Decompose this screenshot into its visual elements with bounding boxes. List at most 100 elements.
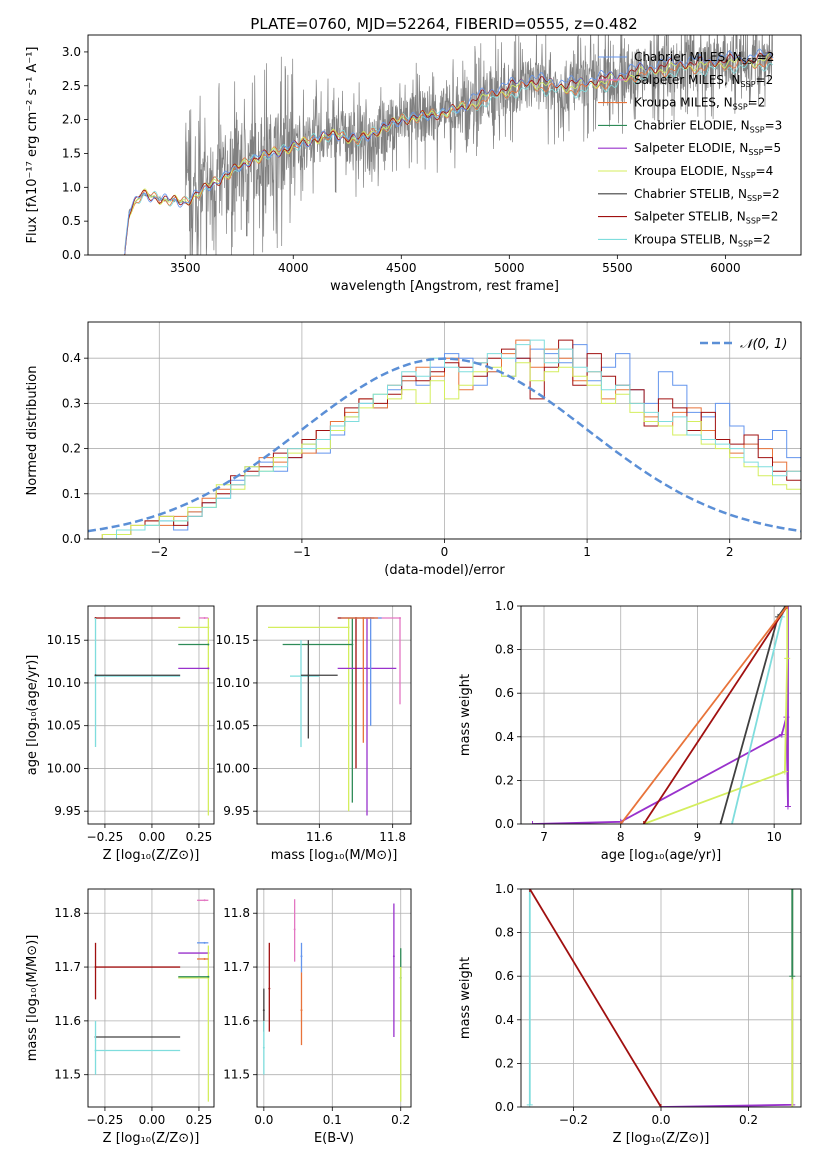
errorbar-point [262,1009,265,1012]
y-tick-label: 11.5 [54,1068,81,1082]
y-tick-label: 10.05 [47,719,81,733]
mass-weight-marker [529,821,536,824]
legend-label-main: Kroupa MILES, N [634,96,733,110]
mass-weight-marker [789,1104,796,1107]
y-tick-label: 0.0 [495,817,514,831]
y-tick-label: 10.10 [47,676,81,690]
histogram-step [88,362,801,539]
legend-label-main: Chabrier STELIB, N [634,187,747,201]
legend-label-sub: SSP [738,239,753,248]
legend-label-sub: SSP [746,217,761,226]
legend-label-main: Chabrier MILES, N [634,50,742,64]
plot-area [124,35,774,255]
mass-weight-marker [789,973,796,980]
y-tick-label: 10.00 [216,761,250,775]
plot-area [257,889,411,1107]
model-spectrum-salpeter_stelib [124,51,774,255]
x-tick-label: 0.2 [739,1113,758,1127]
errorbar-point [94,1049,97,1052]
mass-weight-line [642,606,788,824]
errorbar-point [347,626,350,629]
legend-label-sub: SSP [741,80,756,89]
y-tick-label: 0.2 [495,1056,514,1070]
axes-frame [520,605,802,825]
x-tick-label: −0.25 [87,1113,124,1127]
errorbar-point [207,626,210,629]
y-tick-label: 0.2 [62,442,81,456]
errorbar-point [203,899,206,902]
legend-label-tail: =2 [748,96,766,110]
y-tick-label: 0.0 [495,1100,514,1114]
legend-label-tail: =2 [757,50,775,64]
panel-mass_vs_Z: −0.25 0.00 0.25 11.5 11.6 11.7 11.8 Z [log₁₀(Z/… [25,888,215,1146]
legend-label: Kroupa ELODIE, NSSP=4 [634,164,773,180]
mass-weight-line [643,606,789,824]
legend-label-main: Salpeter MILES, N [634,73,741,87]
y-axis-label: Normed distribution [25,366,40,496]
x-tick-label: −0.25 [87,830,124,844]
x-tick-label: 4500 [386,261,417,275]
axes-frame [87,34,802,256]
legend-label: Chabrier MILES, NSSP=2 [634,50,774,66]
observed-spectrum [124,35,773,255]
y-tick-label: 2.0 [62,113,81,127]
y-tick-label: 0.3 [62,396,81,410]
x-tick-label: 0.25 [186,1113,213,1127]
mass-weight-line [529,889,662,1107]
x-axis-label: Z [log₁₀(Z/Z⊙)] [103,1131,200,1146]
legend-label: Kroupa STELIB, NSSP=2 [634,232,771,248]
errorbar-point [203,941,206,944]
histogram-step [88,339,801,539]
legend-label-tail: =3 [765,118,783,132]
x-tick-label: 3500 [170,261,201,275]
y-axis-label: mass weight [458,674,473,756]
x-tick-label: −2 [150,545,168,559]
errorbar-point [268,987,271,990]
errorbar-point [392,955,395,958]
panel-age_vs_mass: 11.6 11.8 9.95 10.00 10.05 10.10 10.15 mass [lo… [216,605,412,863]
x-tick-label: 5000 [494,261,525,275]
errorbar-point [399,1019,402,1022]
errorbar-point [207,667,210,670]
axes-frame [87,605,215,825]
figure-title: PLATE=0760, MJD=52264, FIBERID=0555, z=0… [250,15,637,33]
x-axis-label: age [log₁₀(age/yr)] [601,848,722,863]
legend-label-main: Salpeter ELODIE, N [634,141,748,155]
x-axis-label: Z [log₁₀(Z/Z⊙)] [103,848,200,863]
y-tick-label: 0.8 [495,643,514,657]
mass-weight-marker [728,821,735,824]
errorbar-point [307,674,310,677]
histogram-step [88,344,801,539]
y-tick-label: 2.5 [62,79,81,93]
y-tick-label: 0.6 [495,969,514,983]
y-tick-label: 0.1 [62,487,81,501]
legend-label-tail: =2 [753,232,771,246]
errorbar-point [207,975,210,978]
y-tick-label: 1.0 [495,882,514,896]
y-tick-label: 3.0 [62,45,81,59]
x-tick-label: 4000 [278,261,309,275]
y-tick-label: 11.8 [54,906,81,920]
axes-frame [87,321,802,540]
x-axis-label: (data-model)/error [384,563,505,578]
axes-frame [520,888,802,1108]
errorbar-point [293,928,296,931]
y-axis-label: Flux [fλ10⁻¹⁷ erg cm⁻² s⁻¹ A⁻¹] [25,47,40,244]
legend-label-sub: SSP [747,194,762,203]
x-tick-label: 2 [726,545,734,559]
y-tick-label: 1.5 [62,146,81,160]
legend-label-sub: SSP [742,57,757,66]
x-tick-label: 0.25 [186,830,213,844]
x-tick-label: 8 [617,830,625,844]
legend-label-tail: =2 [761,210,779,224]
errorbar-point [300,1009,303,1012]
y-axis-label: mass weight [458,957,473,1039]
mass-weight-marker [784,606,791,609]
x-tick-label: 6000 [710,261,741,275]
y-tick-label: 1.0 [62,180,81,194]
errorbar-point [94,966,97,969]
x-tick-label: 11.8 [379,830,406,844]
y-tick-label: 0.2 [495,773,514,787]
model-spectrum-kroupa_miles [124,56,774,252]
errorbar-point [94,674,97,677]
